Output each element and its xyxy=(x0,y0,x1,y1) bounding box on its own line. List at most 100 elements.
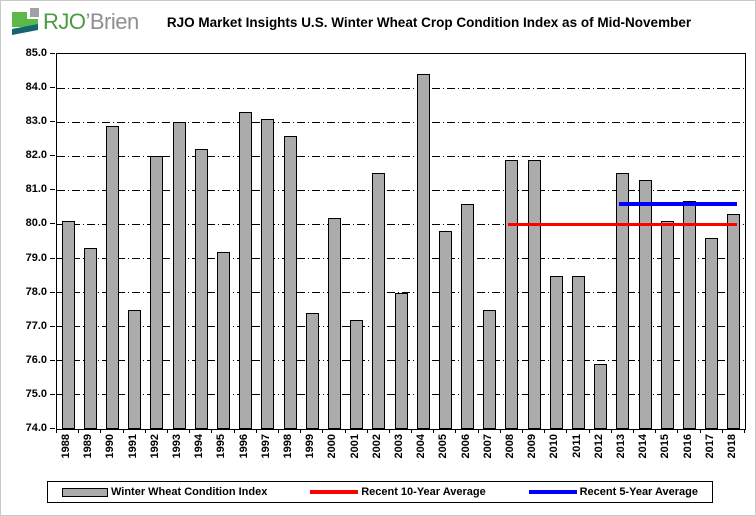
bar xyxy=(194,149,208,429)
logo-text-rjo: RJO xyxy=(43,9,86,34)
x-axis-tick xyxy=(455,429,457,433)
x-axis-tick xyxy=(677,429,679,433)
y-axis-tick xyxy=(50,257,55,259)
bar xyxy=(660,221,674,429)
bar xyxy=(283,135,297,429)
y-axis-tick xyxy=(50,121,55,123)
y-axis-tick xyxy=(50,325,55,327)
y-axis-label: 80.0 xyxy=(25,217,47,230)
x-axis-label: 2014 xyxy=(637,434,650,459)
y-axis-label: 78.0 xyxy=(25,285,47,298)
x-axis-label: 2011 xyxy=(570,434,583,458)
bar xyxy=(216,251,230,429)
x-axis-label: 2002 xyxy=(370,434,383,459)
x-axis-label: 1993 xyxy=(171,434,184,459)
x-axis-label: 1990 xyxy=(104,434,117,459)
x-axis-tick xyxy=(122,429,124,433)
y-axis-label: 83.0 xyxy=(25,115,47,128)
legend-label-5yr-average: Recent 5-Year Average xyxy=(579,486,698,498)
bar xyxy=(128,309,142,429)
x-axis-label: 2005 xyxy=(437,434,450,459)
y-axis-label: 79.0 xyxy=(25,251,47,264)
x-axis-label: 2018 xyxy=(725,434,738,459)
rjobrien-logo: RJO’Brien xyxy=(11,8,139,36)
y-gridline xyxy=(57,189,745,191)
bar xyxy=(239,111,253,429)
bar xyxy=(438,231,452,429)
x-axis-label: 2016 xyxy=(681,434,694,459)
bar xyxy=(105,125,119,429)
x-axis-tick xyxy=(610,429,612,433)
bar xyxy=(461,204,475,429)
bar xyxy=(549,275,563,429)
logo-wordmark: RJO’Brien xyxy=(43,8,139,36)
x-axis-tick xyxy=(566,429,568,433)
x-axis-label: 1989 xyxy=(82,434,95,459)
bar xyxy=(483,309,497,429)
legend-item-10yr-average: Recent 10-Year Average xyxy=(310,486,486,498)
y-axis-tick xyxy=(50,223,55,225)
x-axis-tick xyxy=(144,429,146,433)
y-gridline xyxy=(57,258,745,260)
y-axis-tick xyxy=(50,428,55,429)
bar xyxy=(172,122,186,429)
x-axis-tick xyxy=(411,429,413,433)
bar xyxy=(61,221,75,429)
x-axis-label: 1988 xyxy=(60,434,73,459)
x-axis-label: 2007 xyxy=(481,434,494,459)
y-gridline xyxy=(57,87,745,89)
x-axis-tick xyxy=(344,429,346,433)
y-axis-tick xyxy=(50,53,55,54)
bar xyxy=(505,159,519,429)
y-gridline xyxy=(57,155,745,157)
bar xyxy=(572,275,586,429)
bar xyxy=(150,156,164,429)
x-axis-tick xyxy=(544,429,546,433)
bar xyxy=(350,319,364,429)
x-axis-label: 1999 xyxy=(304,434,317,459)
x-axis-tick xyxy=(277,429,279,433)
x-axis-tick xyxy=(388,429,390,433)
x-axis-tick xyxy=(322,429,324,433)
plot-area xyxy=(56,53,746,430)
x-axis-label: 2010 xyxy=(548,434,561,459)
x-axis-label: 2006 xyxy=(459,434,472,459)
y-axis-tick xyxy=(50,393,55,395)
y-axis-label: 81.0 xyxy=(25,183,47,196)
y-axis-label: 75.0 xyxy=(25,387,47,400)
x-axis-label: 2017 xyxy=(703,434,716,459)
bar xyxy=(727,214,741,429)
x-axis-label: 1996 xyxy=(237,434,250,459)
bar xyxy=(616,173,630,429)
y-axis-label: 76.0 xyxy=(25,353,47,366)
bar xyxy=(261,118,275,429)
bar xyxy=(683,200,697,429)
y-axis-label: 82.0 xyxy=(25,149,47,162)
x-axis-tick xyxy=(366,429,368,433)
bar xyxy=(83,248,97,429)
x-axis-label: 2012 xyxy=(592,434,605,459)
x-axis-tick xyxy=(56,429,57,433)
x-axis-tick xyxy=(300,429,302,433)
legend-blue-line-swatch xyxy=(528,490,577,494)
x-axis-label: 2000 xyxy=(326,434,339,459)
y-axis-tick xyxy=(50,87,55,89)
legend: Winter Wheat Condition Index Recent 10-Y… xyxy=(47,481,713,503)
legend-item-5yr-average: Recent 5-Year Average xyxy=(528,486,698,498)
x-axis-tick xyxy=(699,429,701,433)
x-axis-tick xyxy=(166,429,168,433)
y-axis-tick xyxy=(50,155,55,157)
legend-bar-swatch xyxy=(62,487,108,497)
y-axis-label: 84.0 xyxy=(25,81,47,94)
x-axis-label: 1994 xyxy=(193,434,206,459)
legend-label-condition-index: Winter Wheat Condition Index xyxy=(111,486,268,498)
x-axis-label: 1992 xyxy=(148,434,161,459)
y-axis-tick xyxy=(50,359,55,361)
y-axis-label: 74.0 xyxy=(25,422,47,434)
x-axis-tick xyxy=(633,429,635,433)
x-axis-label: 2013 xyxy=(614,434,627,459)
bar xyxy=(594,364,608,429)
chart-title: RJO Market Insights U.S. Winter Wheat Cr… xyxy=(166,15,692,30)
x-axis-label: 2009 xyxy=(526,434,539,459)
